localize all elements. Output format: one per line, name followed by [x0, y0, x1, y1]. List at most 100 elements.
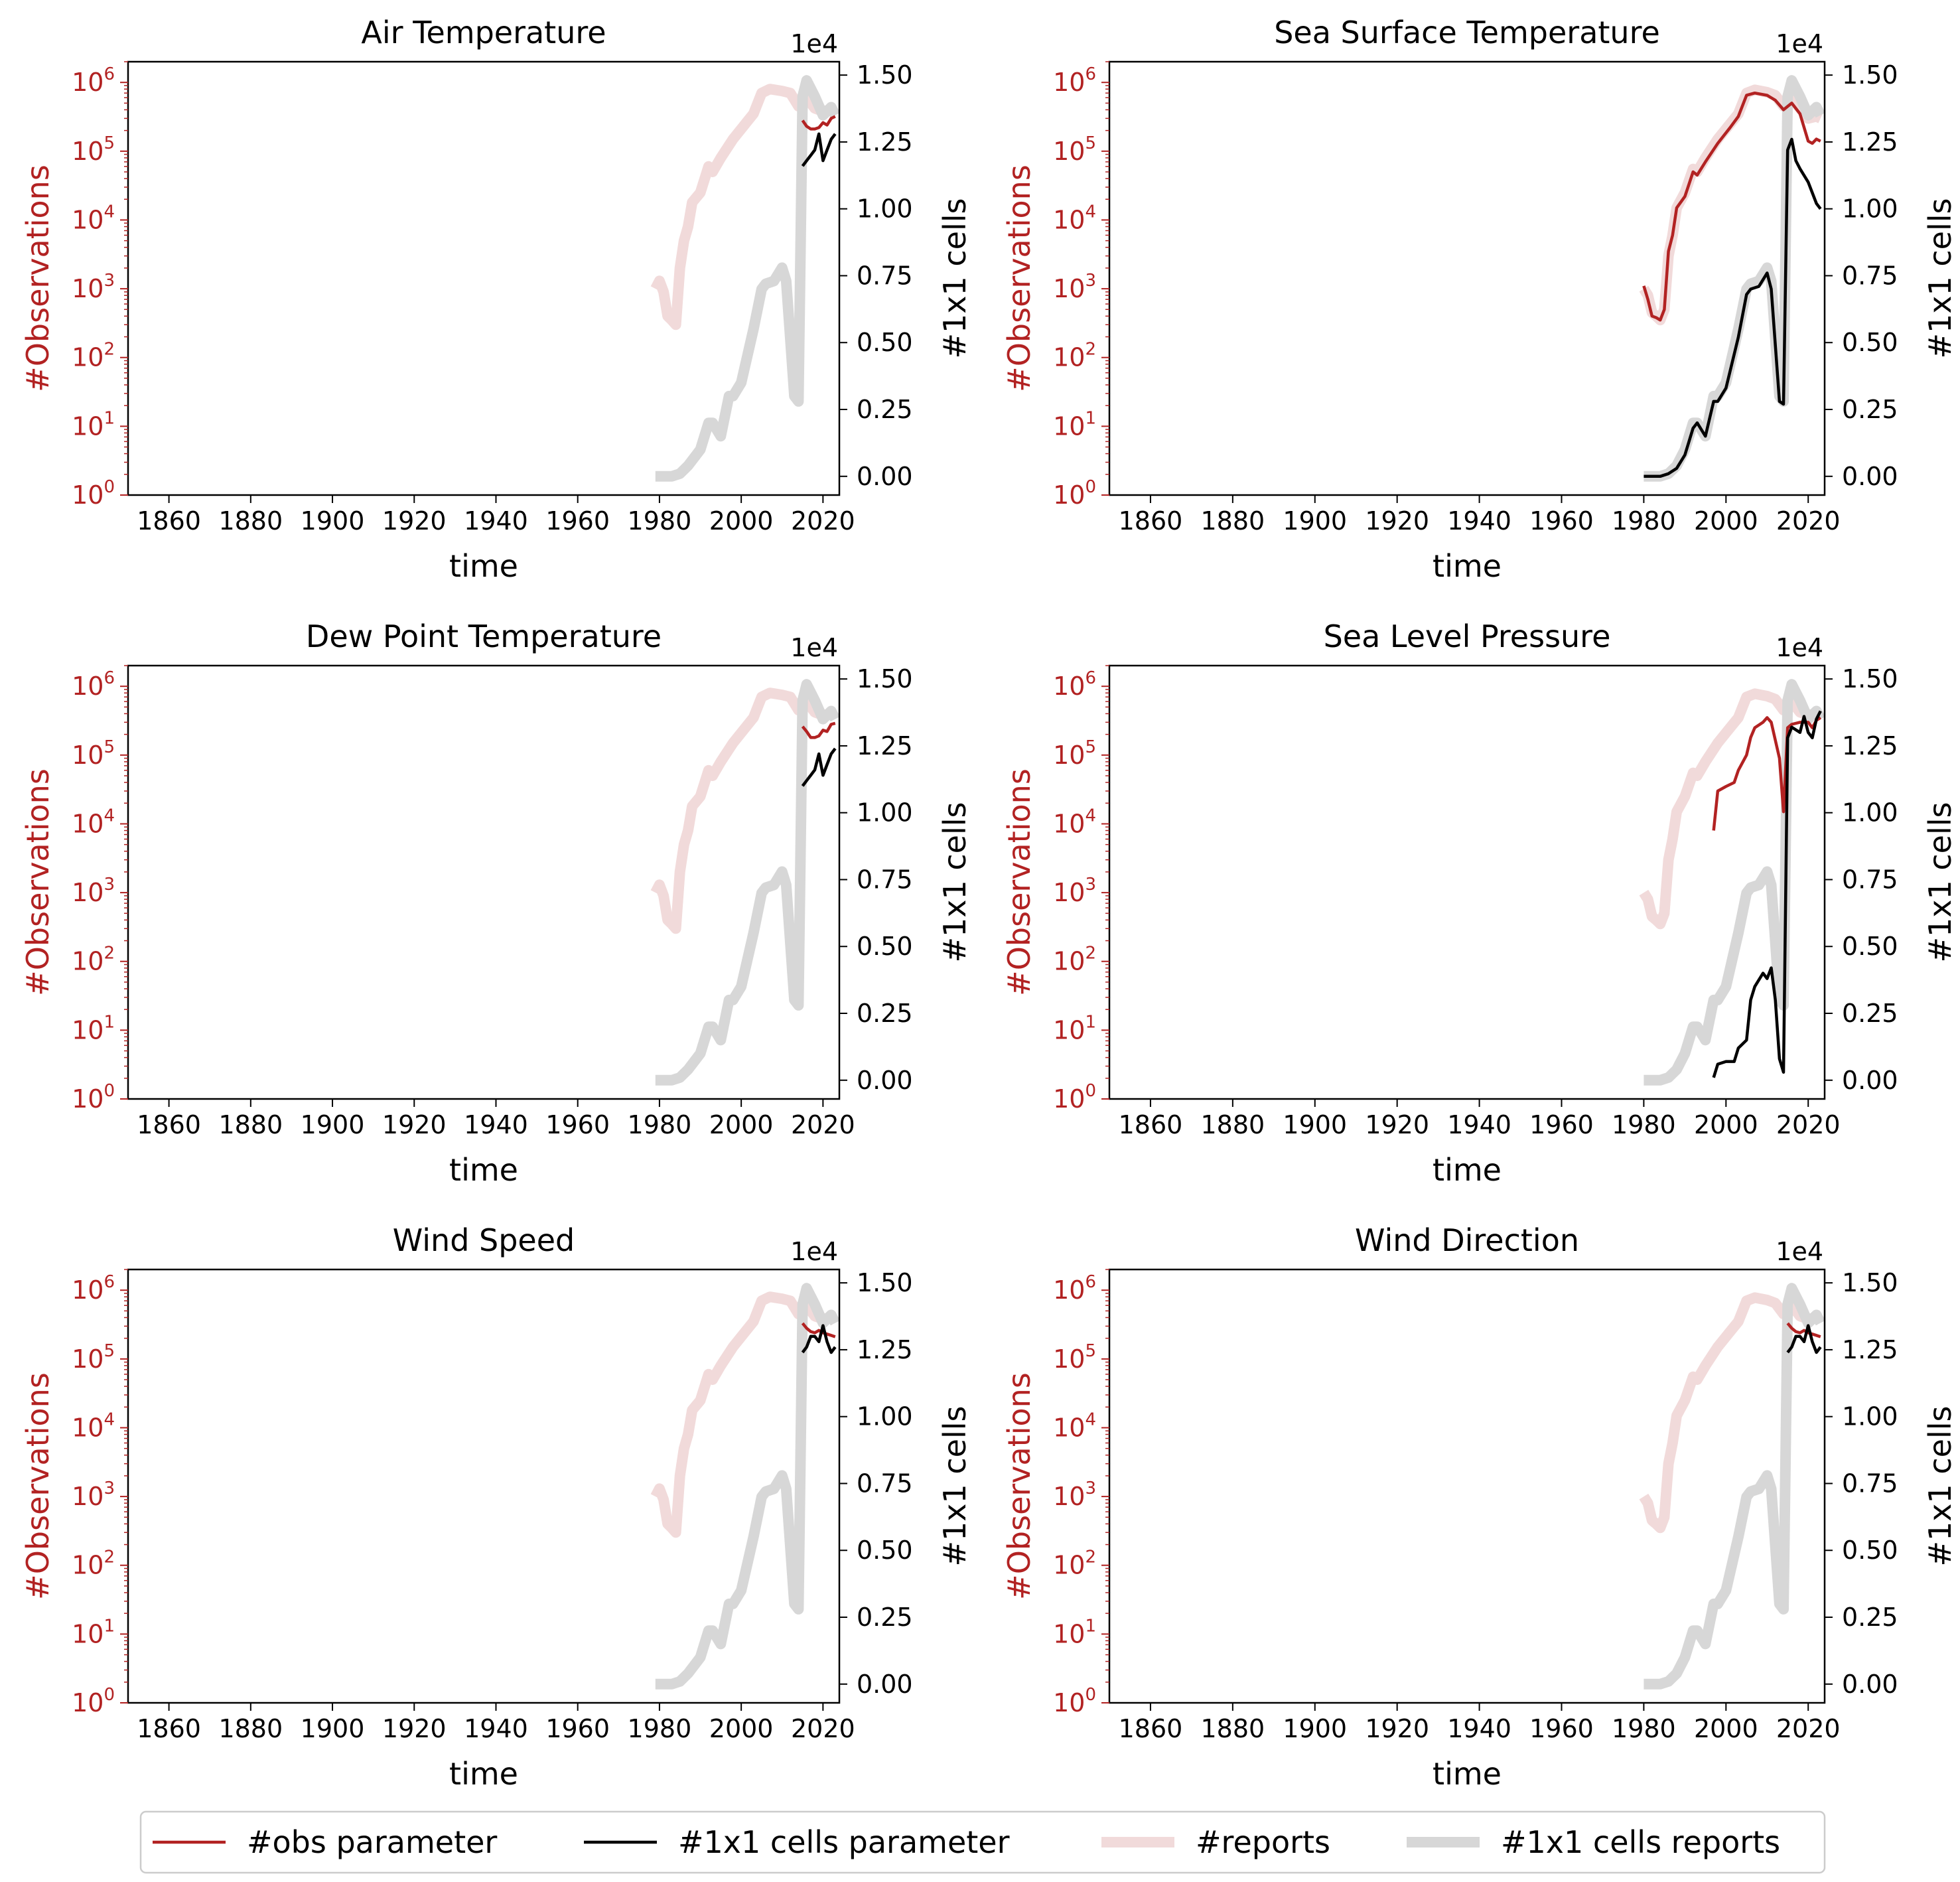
series-group — [650, 1283, 839, 1690]
y2-axis-label: #1x1 cells — [1922, 1406, 1958, 1566]
x-tick-label: 1960 — [1529, 1110, 1594, 1139]
y2-axis-label: #1x1 cells — [1922, 198, 1958, 358]
x-tick-label: 2020 — [791, 1110, 855, 1139]
series-line-cells-param — [801, 132, 837, 167]
legend-frame — [139, 1810, 1826, 1874]
series-line-cells-param — [1712, 710, 1822, 1078]
y2-axis-label: #1x1 cells — [937, 1406, 973, 1566]
series-line-reports — [650, 688, 839, 934]
x-tick-label: 1920 — [382, 1714, 447, 1743]
x-tick-label: 1980 — [1612, 1110, 1676, 1139]
y2-offset-label: 1e4 — [1776, 1237, 1823, 1266]
y2-tick-label: 1.00 — [1842, 798, 1898, 828]
series-line-cells-reports — [655, 679, 839, 1086]
y-axis-label: #Observations — [20, 1372, 56, 1600]
x-tick-label: 2020 — [1776, 1714, 1841, 1743]
y2-offset-label: 1e4 — [1776, 29, 1823, 58]
y-axis-label: #Observations — [20, 768, 56, 996]
y-tick-label: 100 — [72, 1081, 115, 1114]
x-tick-label: 1940 — [464, 506, 528, 536]
x-axis-label: time — [1433, 1756, 1502, 1792]
y-tick-label: 105 — [72, 737, 115, 770]
series-line-reports — [1639, 1292, 1825, 1534]
x-tick-label: 2000 — [1694, 1110, 1758, 1139]
y-tick-label: 103 — [72, 271, 115, 303]
y2-tick-label: 0.00 — [857, 1066, 913, 1095]
x-tick-label: 2000 — [709, 1110, 774, 1139]
series-line-obs-param — [1786, 1322, 1821, 1339]
series-group — [650, 75, 839, 482]
y2-tick-label: 1.25 — [1842, 1335, 1898, 1364]
y2-tick-label: 0.00 — [1842, 462, 1898, 491]
series-group — [1639, 679, 1825, 1086]
y2-tick-label: 1.00 — [857, 798, 913, 828]
y2-tick-label: 1.00 — [857, 1402, 913, 1431]
y2-tick-label: 0.75 — [857, 1469, 913, 1498]
y2-tick-label: 0.50 — [857, 1536, 913, 1565]
legend-label: #reports — [1196, 1824, 1330, 1860]
x-tick-label: 1920 — [1365, 506, 1429, 536]
x-tick-label: 1920 — [1365, 1714, 1429, 1743]
x-tick-label: 1900 — [1283, 1714, 1347, 1743]
series-line-obs-param — [801, 115, 836, 131]
y2-tick-label: 0.75 — [857, 261, 913, 290]
x-tick-label: 1860 — [137, 1110, 201, 1139]
y2-tick-label: 1.00 — [1842, 194, 1898, 224]
x-tick-label: 2000 — [709, 506, 774, 536]
y-tick-label: 104 — [72, 202, 115, 234]
y-tick-label: 104 — [1053, 806, 1096, 838]
series-line-cells-param — [1786, 1324, 1822, 1354]
x-tick-label: 1860 — [1119, 1110, 1183, 1139]
y2-tick-label: 1.25 — [1842, 127, 1898, 157]
y2-tick-label: 0.75 — [857, 865, 913, 894]
x-tick-label: 1940 — [1447, 1110, 1511, 1139]
y-tick-label: 100 — [72, 477, 115, 510]
x-tick-label: 1880 — [218, 1714, 283, 1743]
y2-tick-label: 0.50 — [1842, 932, 1898, 961]
y2-tick-label: 1.50 — [857, 664, 913, 693]
x-tick-label: 2020 — [1776, 1110, 1841, 1139]
x-tick-label: 2000 — [709, 1714, 774, 1743]
series-line-cells-reports — [655, 1283, 839, 1690]
y2-tick-label: 0.50 — [1842, 328, 1898, 357]
y2-tick-label: 0.75 — [1842, 865, 1898, 894]
y2-tick-label: 1.25 — [1842, 731, 1898, 760]
x-tick-label: 1900 — [301, 506, 365, 536]
y2-tick-label: 0.50 — [1842, 1536, 1898, 1565]
y2-tick-label: 1.50 — [857, 60, 913, 90]
y2-tick-label: 1.00 — [1842, 1402, 1898, 1431]
y-tick-label: 100 — [1053, 1685, 1096, 1717]
y-tick-label: 102 — [1053, 340, 1096, 372]
y2-tick-label: 1.50 — [1842, 60, 1898, 90]
x-tick-label: 1900 — [301, 1714, 365, 1743]
x-tick-label: 1960 — [1529, 1714, 1594, 1743]
x-axis-label: time — [449, 548, 518, 584]
y2-tick-label: 1.50 — [1842, 664, 1898, 693]
y-axis-label: #Observations — [1001, 768, 1037, 996]
y-tick-label: 104 — [72, 1410, 115, 1442]
x-tick-label: 1980 — [1612, 506, 1676, 536]
y-tick-label: 106 — [72, 64, 115, 97]
y2-tick-label: 0.00 — [1842, 1670, 1898, 1699]
y-tick-label: 106 — [1053, 64, 1096, 97]
y-tick-label: 101 — [1053, 1012, 1096, 1045]
panel-title: Sea Surface Temperature — [1274, 15, 1660, 50]
x-axis-label: time — [449, 1152, 518, 1188]
series-line-cells-reports — [655, 75, 839, 482]
series-line-cells-reports — [1644, 1283, 1825, 1690]
x-tick-label: 1860 — [137, 506, 201, 536]
y-tick-label: 102 — [1053, 1548, 1096, 1580]
panel-1: 1860 1880 1900 1920 1940 1960 1980 2000 2020 100 1… — [20, 15, 973, 584]
panel-title: Dew Point Temperature — [306, 618, 662, 654]
legend-label: #obs parameter — [247, 1824, 497, 1860]
x-tick-label: 1880 — [1201, 1714, 1265, 1743]
series-line-obs-param — [1642, 91, 1821, 322]
legend: #obs parameter #1x1 cells parameter #repor… — [139, 1810, 1826, 1874]
x-tick-label: 1880 — [1201, 506, 1265, 536]
x-axis-label: time — [1433, 548, 1502, 584]
plot-frame — [127, 60, 841, 496]
y2-axis-label: #1x1 cells — [937, 802, 973, 962]
y-tick-label: 103 — [1053, 875, 1096, 907]
y2-tick-label: 0.75 — [1842, 1469, 1898, 1498]
